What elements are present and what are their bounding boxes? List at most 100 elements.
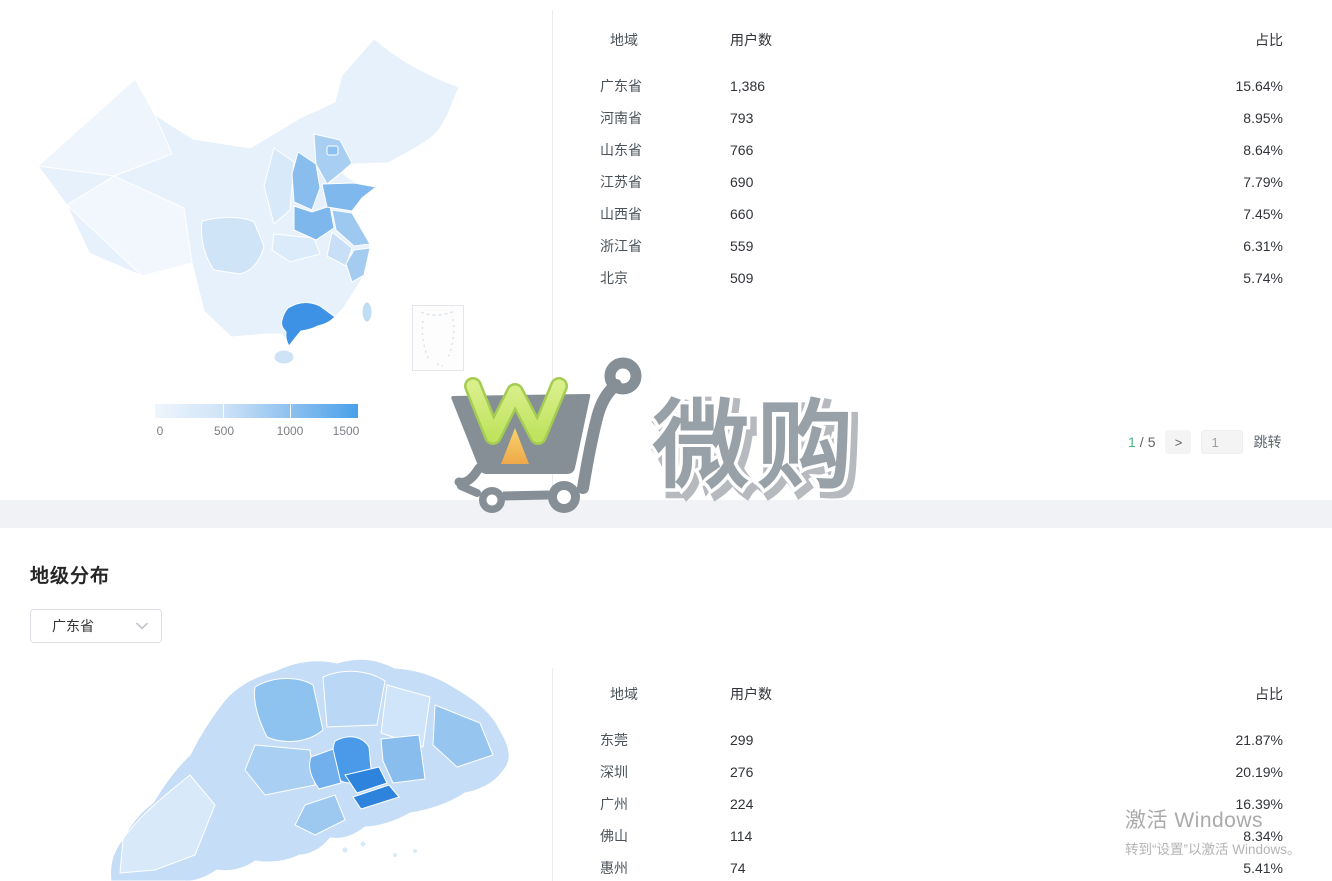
page-jump-input[interactable] bbox=[1201, 430, 1244, 454]
cell-users: 690 bbox=[730, 174, 754, 190]
legend-tick-label: 0 bbox=[156, 424, 164, 438]
map-region-guangdong bbox=[281, 302, 336, 347]
table-row: 江苏省 690 7.79% bbox=[600, 166, 1283, 198]
map-region-taiwan bbox=[361, 301, 373, 323]
logo-triangle-icon bbox=[501, 428, 529, 464]
windows-activation-watermark: 激活 Windows 转到“设置”以激活 Windows。 bbox=[1125, 804, 1301, 858]
watermark-line2: 转到“设置”以激活 Windows。 bbox=[1125, 842, 1301, 857]
cell-users: 766 bbox=[730, 142, 754, 158]
table-row: 山东省 766 8.64% bbox=[600, 134, 1283, 166]
cell-region: 山东省 bbox=[600, 142, 642, 158]
map-region-henan bbox=[293, 205, 335, 241]
map-region-foshan bbox=[309, 748, 342, 790]
table-row: 东莞 299 21.87% bbox=[600, 724, 1283, 756]
section-divider bbox=[552, 668, 553, 881]
cell-region: 北京 bbox=[600, 270, 628, 286]
cell-region: 山西省 bbox=[600, 206, 642, 222]
map-region-west bbox=[119, 774, 216, 874]
cell-users: 74 bbox=[730, 860, 746, 876]
cell-region: 佛山 bbox=[600, 828, 628, 844]
cell-region: 惠州 bbox=[600, 860, 628, 876]
cell-share: 8.95% bbox=[1243, 110, 1283, 126]
table-row: 浙江省 559 6.31% bbox=[600, 230, 1283, 262]
chevron-down-icon bbox=[135, 619, 149, 633]
header-region: 地域 bbox=[610, 32, 638, 48]
map-region-jiangsu bbox=[331, 209, 371, 247]
page-indicator: 1 / 5 bbox=[1128, 434, 1155, 450]
section-title: 地级分布 bbox=[30, 566, 111, 587]
table-row: 山西省 660 7.45% bbox=[600, 198, 1283, 230]
cell-share: 21.87% bbox=[1235, 732, 1283, 748]
map-region-jiangmen bbox=[294, 794, 346, 836]
map-region-shaoguan bbox=[322, 670, 386, 728]
table-row: 广州 224 16.39% bbox=[600, 788, 1283, 820]
current-page: 1 bbox=[1128, 434, 1136, 450]
logo-text-shadow: 微购 bbox=[657, 395, 866, 507]
table-header: 地域 用户数 占比 bbox=[600, 684, 1283, 704]
cell-region: 广东省 bbox=[600, 78, 642, 94]
map-region-shanxi bbox=[291, 151, 321, 211]
jump-label: 跳转 bbox=[1253, 434, 1282, 450]
cell-users: 224 bbox=[730, 796, 754, 812]
next-page-button[interactable]: > bbox=[1165, 430, 1192, 454]
legend-tick-label: 500 bbox=[213, 424, 235, 438]
table-row: 佛山 114 8.34% bbox=[600, 820, 1283, 852]
map-region-shandong bbox=[321, 182, 378, 212]
legend-gradient-bar bbox=[155, 404, 358, 418]
cell-region: 河南省 bbox=[600, 110, 642, 126]
province-table: 地域 用户数 占比 广东省 1,386 15.64% 河南省 793 8.95% bbox=[600, 30, 1283, 294]
nine-dash-line-icon bbox=[420, 310, 456, 367]
cell-users: 660 bbox=[730, 206, 754, 222]
table-row: 深圳 276 20.19% bbox=[600, 756, 1283, 788]
cell-share: 8.34% bbox=[1243, 828, 1283, 844]
logo-text: 微购 bbox=[652, 390, 861, 502]
pagination: 1 / 5 > 跳转 bbox=[1128, 430, 1281, 454]
map-region-light bbox=[36, 78, 173, 177]
map-region-light bbox=[66, 175, 193, 277]
header-share: 占比 bbox=[1255, 686, 1283, 702]
shopping-cart-icon bbox=[451, 357, 642, 513]
map-region-anhui bbox=[326, 231, 353, 267]
map-region-huizhou bbox=[380, 734, 426, 784]
cell-share: 8.64% bbox=[1243, 142, 1283, 158]
map-region-dongguan bbox=[344, 766, 388, 794]
cell-users: 793 bbox=[730, 110, 754, 126]
cell-users: 559 bbox=[730, 238, 754, 254]
header-share: 占比 bbox=[1255, 32, 1283, 48]
cell-share: 20.19% bbox=[1235, 764, 1283, 780]
table-row: 河南省 793 8.95% bbox=[600, 102, 1283, 134]
section-divider bbox=[552, 10, 553, 492]
cell-region: 东莞 bbox=[600, 732, 628, 748]
legend-tick-label: 1000 bbox=[276, 424, 304, 438]
map-region-shaanxi bbox=[263, 147, 295, 225]
logo-w-icon bbox=[466, 379, 566, 443]
watermark-line1: 激活 Windows bbox=[1125, 809, 1264, 832]
legend-tick-label: 1500 bbox=[332, 424, 360, 438]
cell-share: 7.45% bbox=[1243, 206, 1283, 222]
map-region-shenzhen bbox=[352, 784, 400, 810]
map-region-hubei bbox=[271, 233, 321, 263]
cell-region: 深圳 bbox=[600, 764, 628, 780]
chevron-right-icon: > bbox=[1174, 434, 1183, 450]
cell-share: 15.64% bbox=[1235, 78, 1283, 94]
cell-share: 7.79% bbox=[1243, 174, 1283, 190]
cell-users: 1,386 bbox=[730, 78, 766, 94]
province-select[interactable]: 广东省 bbox=[30, 609, 162, 643]
page-divider: / bbox=[1139, 434, 1144, 450]
cell-share: 5.41% bbox=[1243, 860, 1283, 876]
map-region-zhejiang bbox=[345, 247, 371, 283]
guangdong-choropleth-map[interactable] bbox=[95, 655, 525, 881]
cell-region: 浙江省 bbox=[600, 238, 642, 254]
province-select-value: 广东省 bbox=[52, 618, 94, 634]
cell-region: 江苏省 bbox=[600, 174, 642, 190]
legend-ticks: 0 500 1000 1500 bbox=[155, 424, 360, 440]
map-region-hainan bbox=[273, 349, 295, 365]
cell-users: 299 bbox=[730, 732, 754, 748]
city-table: 地域 用户数 占比 东莞 299 21.87% 深圳 276 20.19% bbox=[600, 684, 1283, 881]
south-china-sea-inset bbox=[412, 305, 464, 371]
china-choropleth-map[interactable] bbox=[22, 26, 474, 382]
cell-users: 114 bbox=[730, 828, 753, 844]
map-region-meizhou bbox=[432, 704, 494, 768]
weigou-logo: 微购 微购 bbox=[445, 356, 900, 521]
